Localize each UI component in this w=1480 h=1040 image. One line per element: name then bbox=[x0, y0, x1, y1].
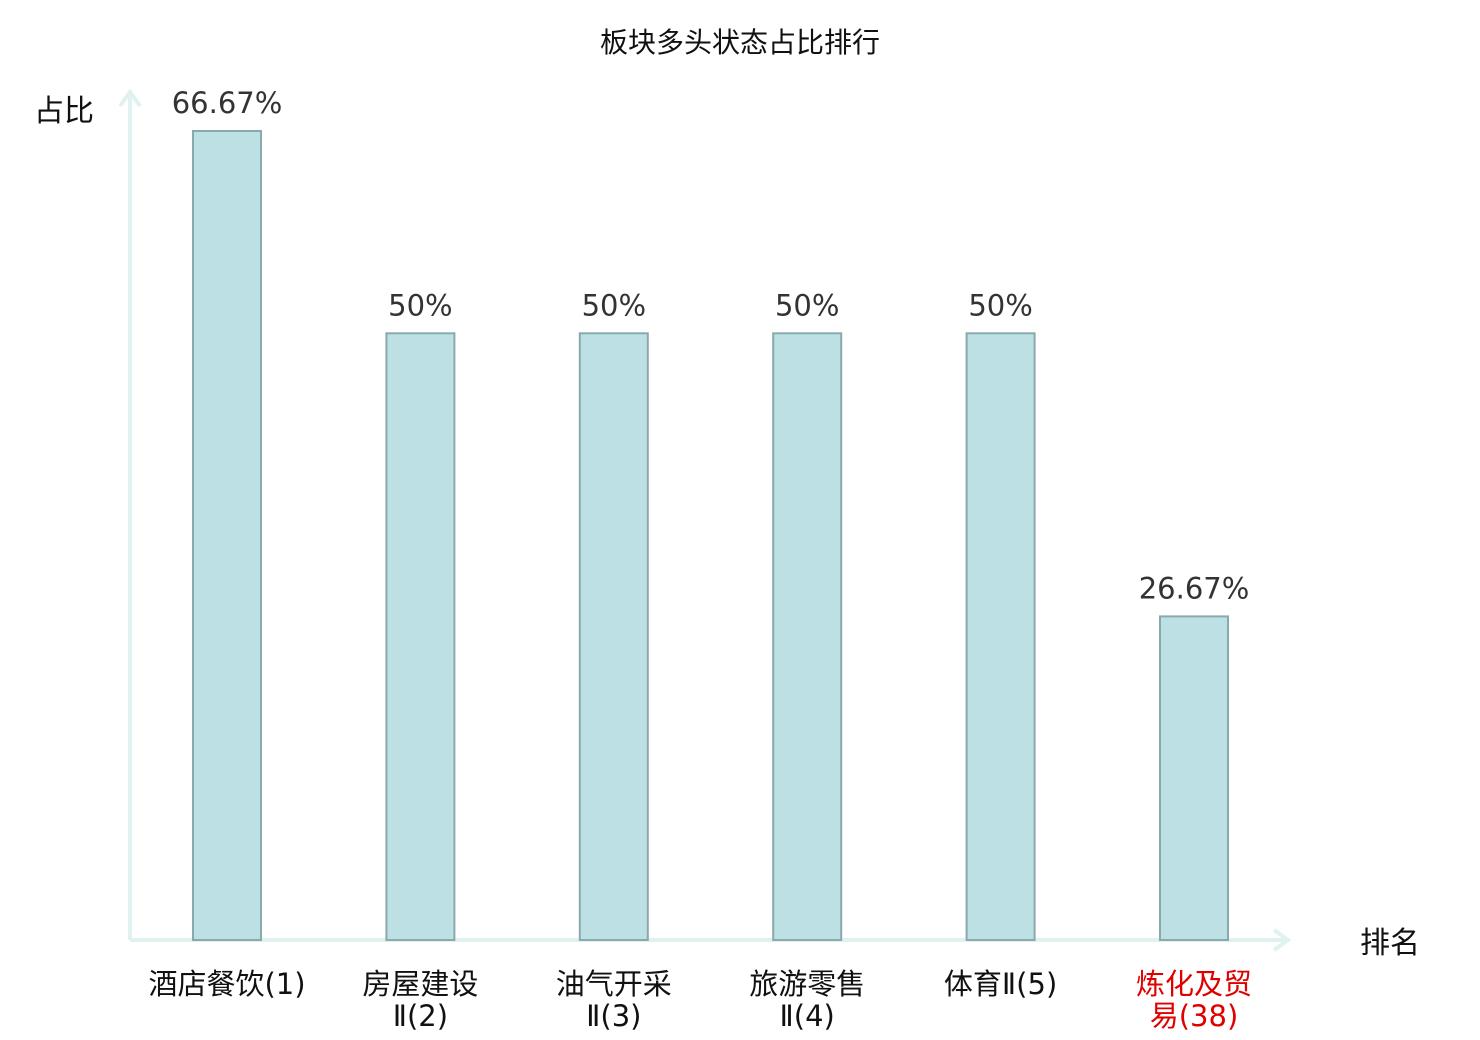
bar-3 bbox=[578, 332, 649, 941]
value-label-3: 50% bbox=[582, 288, 646, 322]
bar-2 bbox=[385, 332, 456, 941]
x-tick-label-4-line-1: 旅游零售 bbox=[749, 967, 865, 1001]
category-labels-group: 酒店餐饮(1) 房屋建设 Ⅱ(2) 油气开采 Ⅱ(3) 旅游零售 Ⅱ(4) 体育Ⅱ(5) 炼化及… bbox=[148, 967, 1252, 1033]
x-tick-label-2-line-2: Ⅱ(2) bbox=[393, 999, 448, 1033]
value-labels-group: 66.67% 50% 50% 50% 50% 26.67% bbox=[172, 86, 1250, 605]
x-tick-label-6-line-2: 易(38) bbox=[1150, 999, 1239, 1033]
x-tick-label-3-line-2: Ⅱ(3) bbox=[586, 999, 641, 1033]
x-axis-label: 排名 bbox=[1360, 926, 1420, 961]
x-tick-label-1: 酒店餐饮(1) bbox=[148, 967, 305, 1001]
x-tick-label-6-line-1: 炼化及贸 bbox=[1136, 967, 1252, 1001]
value-label-2: 50% bbox=[388, 288, 452, 322]
x-tick-label-4-line-2: Ⅱ(4) bbox=[780, 999, 835, 1033]
bars-group bbox=[192, 130, 1229, 942]
x-tick-label-6: 炼化及贸易(38) bbox=[1136, 967, 1252, 1033]
x-tick-label-3: 油气开采 Ⅱ(3) bbox=[556, 967, 672, 1033]
x-tick-label-1-line-1: 酒店餐饮(1) bbox=[148, 967, 305, 1001]
bar-6 bbox=[1159, 615, 1229, 942]
bar-4 bbox=[772, 332, 843, 941]
y-axis-label: 占比 bbox=[34, 94, 94, 129]
value-label-4: 50% bbox=[775, 288, 839, 322]
value-label-5: 50% bbox=[968, 288, 1032, 322]
y-axis-arrow bbox=[118, 88, 142, 108]
bar-1 bbox=[192, 130, 262, 941]
bar-5 bbox=[965, 332, 1036, 941]
value-label-1: 66.67% bbox=[172, 86, 283, 120]
x-tick-label-5: 体育Ⅱ(5) bbox=[944, 967, 1057, 1001]
x-tick-label-2-line-1: 房屋建设 bbox=[362, 967, 478, 1001]
x-axis-arrow bbox=[1272, 928, 1292, 952]
x-tick-label-5-line-1: 体育Ⅱ(5) bbox=[944, 967, 1057, 1001]
value-label-6: 26.67% bbox=[1139, 571, 1250, 605]
x-tick-label-3-line-1: 油气开采 bbox=[556, 967, 672, 1001]
axes bbox=[118, 88, 1292, 952]
x-tick-label-4: 旅游零售 Ⅱ(4) bbox=[749, 967, 865, 1033]
x-tick-label-2: 房屋建设 Ⅱ(2) bbox=[362, 967, 478, 1033]
chart-title: 板块多头状态占比排行 bbox=[600, 26, 880, 59]
